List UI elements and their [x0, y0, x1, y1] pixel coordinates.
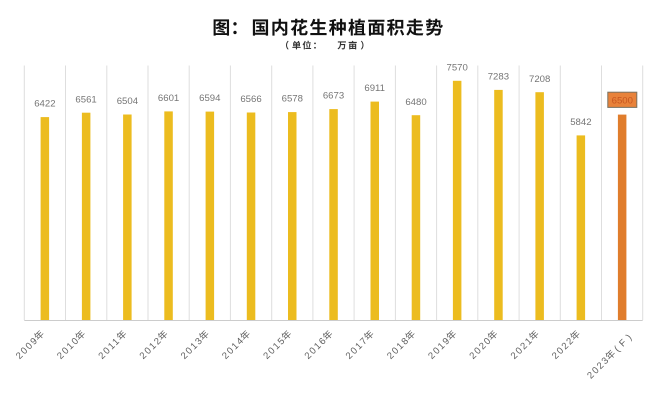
- svg-text:6566: 6566: [240, 94, 261, 105]
- svg-text:6504: 6504: [117, 96, 139, 107]
- svg-text:6594: 6594: [199, 93, 221, 104]
- svg-text:6480: 6480: [405, 97, 426, 108]
- svg-text:6422: 6422: [34, 99, 55, 110]
- svg-text:6578: 6578: [282, 94, 303, 105]
- svg-text:7570: 7570: [447, 62, 468, 73]
- svg-text:7283: 7283: [488, 72, 509, 83]
- svg-text:6601: 6601: [158, 93, 179, 104]
- svg-text:6561: 6561: [75, 94, 96, 105]
- svg-text:6911: 6911: [364, 83, 385, 94]
- svg-text:5842: 5842: [570, 117, 591, 128]
- svg-text:7208: 7208: [529, 74, 550, 85]
- svg-text:6673: 6673: [323, 91, 344, 102]
- svg-text:6500: 6500: [612, 95, 633, 106]
